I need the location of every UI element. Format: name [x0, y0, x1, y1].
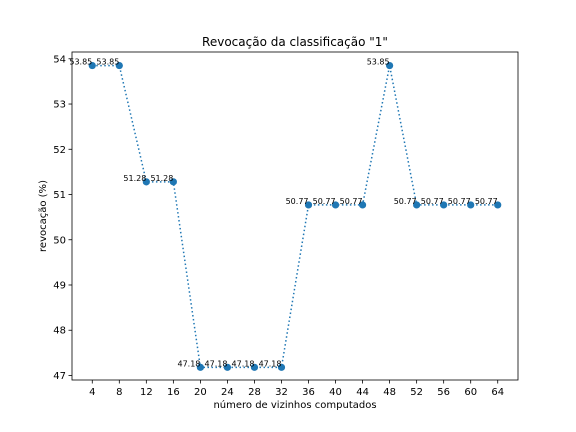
x-tick-label: 56 [437, 387, 450, 398]
x-tick-label: 52 [410, 387, 423, 398]
data-label: 53.85 [96, 58, 119, 67]
data-label: 47.18 [205, 359, 228, 368]
data-point [358, 201, 367, 209]
data-point [304, 201, 313, 209]
y-tick-label: 48 [53, 326, 66, 337]
plot-area: 4 8 12 16 20 24 28 32 36 40 44 48 52 56 60 644748495051… [53, 54, 504, 398]
data-point [277, 363, 286, 371]
data-point [331, 201, 340, 209]
x-tick-label: 32 [275, 387, 288, 398]
data-label: 50.77 [394, 197, 417, 206]
data-point [223, 363, 232, 371]
axes-frame [71, 51, 519, 381]
y-tick-label: 54 [53, 54, 66, 65]
y-axis-label: revocação (%) [38, 180, 49, 252]
x-tick-label: 4 [89, 387, 95, 398]
data-label: 53.85 [69, 58, 92, 67]
data-label: 50.77 [340, 197, 363, 206]
data-label: 51.28 [123, 174, 146, 183]
chart-title: Revocação da classificação "1" [202, 35, 388, 49]
x-tick-label: 36 [302, 387, 315, 398]
x-tick-label: 12 [140, 387, 153, 398]
data-label: 50.77 [313, 197, 336, 206]
y-tick-label: 49 [53, 280, 66, 291]
x-tick-label: 24 [221, 387, 234, 398]
x-tick-label: 20 [194, 387, 207, 398]
data-label: 50.77 [475, 197, 498, 206]
x-tick-label: 16 [167, 387, 180, 398]
data-label: 47.18 [177, 359, 200, 368]
y-tick-label: 47 [53, 371, 66, 382]
y-tick-label: 51 [53, 190, 66, 201]
x-tick-label: 48 [383, 387, 396, 398]
x-tick-label: 44 [356, 387, 369, 398]
data-point [440, 201, 448, 209]
x-tick-label: 64 [491, 387, 504, 398]
x-tick-label: 60 [464, 387, 477, 398]
y-tick-label: 53 [53, 100, 66, 111]
data-point [494, 201, 502, 209]
data-point [142, 178, 150, 186]
data-label: 50.77 [421, 197, 444, 206]
data-label: 53.85 [367, 58, 390, 67]
data-point [115, 61, 123, 70]
data-point [250, 363, 259, 371]
data-point [88, 61, 96, 70]
data-label: 47.18 [232, 359, 255, 368]
y-tick-label: 50 [53, 235, 66, 246]
data-label: 50.77 [286, 197, 309, 206]
x-tick-label: 40 [329, 387, 342, 398]
data-label: 51.28 [150, 174, 173, 183]
series-line [92, 64, 498, 369]
x-axis-label: número de vizinhos computados [213, 399, 376, 411]
data-point [196, 363, 204, 371]
data-point [169, 178, 177, 186]
data-label: 50.77 [448, 197, 471, 206]
data-point [386, 61, 394, 70]
y-tick-label: 52 [53, 145, 66, 156]
data-point [413, 201, 421, 209]
x-tick-label: 8 [116, 387, 122, 398]
data-label: 47.18 [259, 359, 282, 368]
x-tick-label: 28 [248, 387, 261, 398]
data-point [467, 201, 475, 209]
